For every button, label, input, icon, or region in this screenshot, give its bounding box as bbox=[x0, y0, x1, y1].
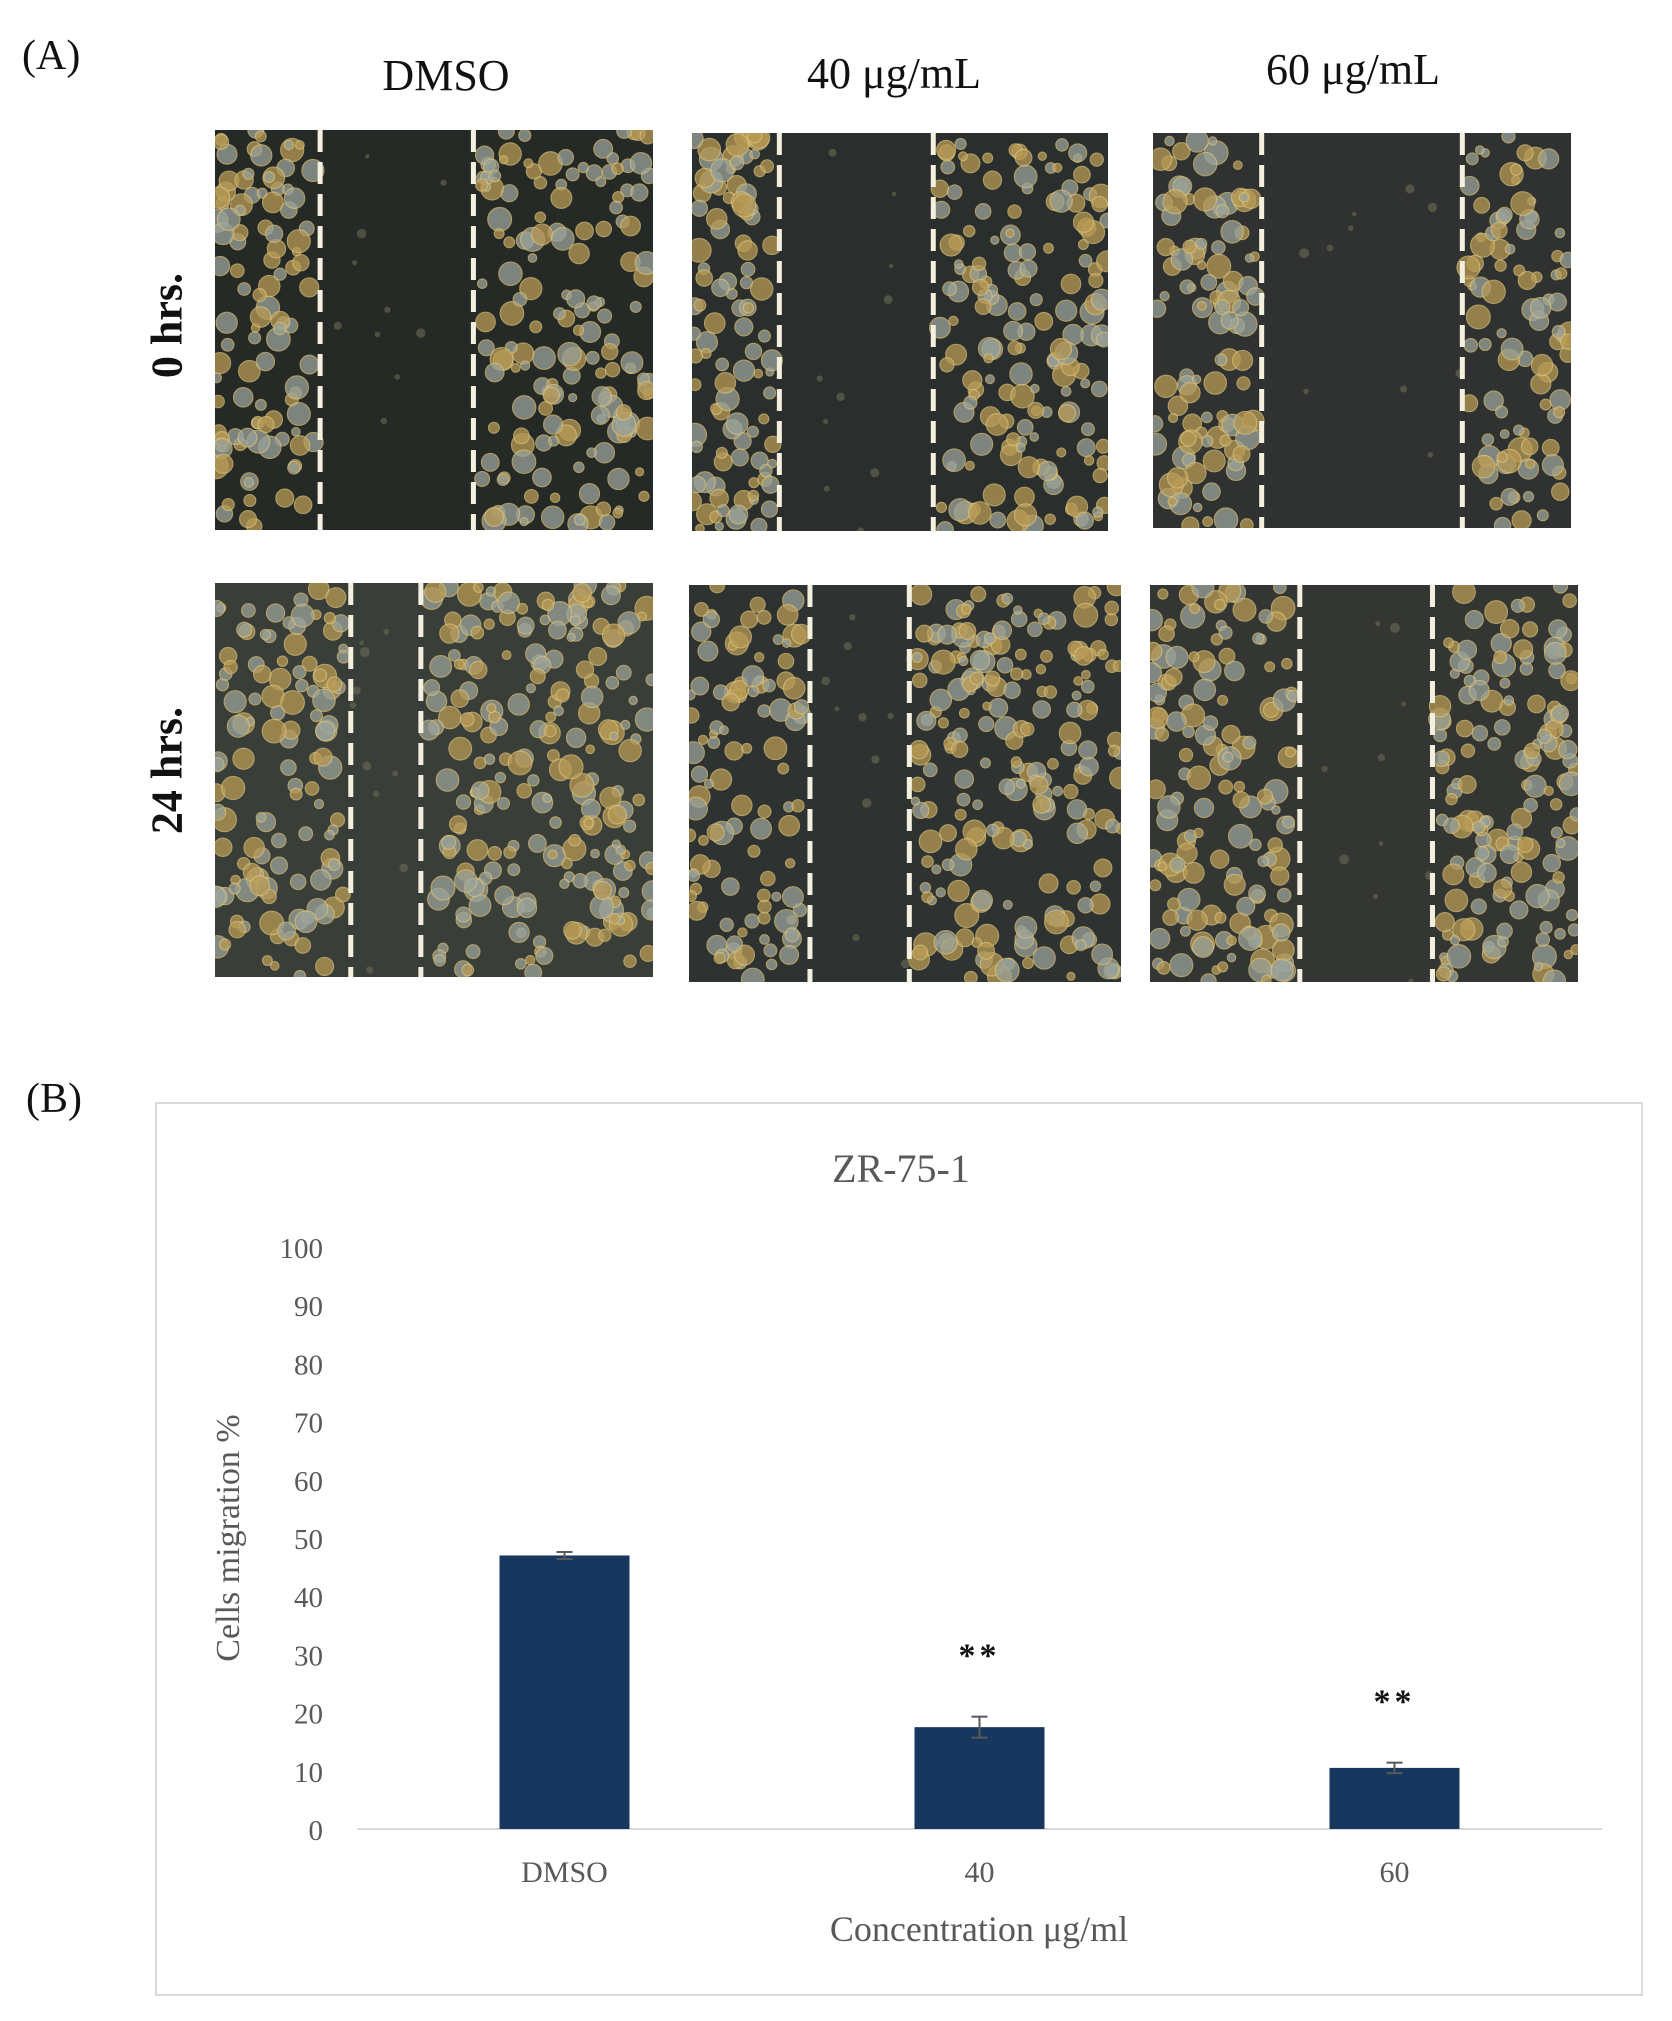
x-tick-label-dmso: DMSO bbox=[521, 1856, 608, 1889]
micrograph-40-0h bbox=[692, 133, 1108, 531]
micrograph-dmso-0h bbox=[215, 130, 653, 530]
bar-chart: ZR-75-1 0 10 20 30 40 50 60 70 80 90 100 Cells migra… bbox=[210, 1146, 1602, 1949]
significance-annotation-40: ** bbox=[959, 1638, 1001, 1675]
y-tick-label: 40 bbox=[294, 1582, 323, 1614]
panel-a-label: (A) bbox=[22, 33, 81, 79]
y-tick-label: 60 bbox=[294, 1466, 323, 1498]
column-header-60: 60 μg/mL bbox=[1266, 45, 1440, 94]
chart-frame: ZR-75-1 0 10 20 30 40 50 60 70 80 90 100 Cells migra… bbox=[155, 1102, 1643, 1996]
x-axis-label: Concentration μg/ml bbox=[830, 1909, 1128, 1949]
y-tick-label: 0 bbox=[309, 1815, 324, 1847]
panel-b-label: (B) bbox=[26, 1076, 82, 1122]
y-tick-label: 30 bbox=[294, 1640, 323, 1672]
row-label-0hrs: 0 hrs. bbox=[142, 272, 192, 379]
bar-60 bbox=[1329, 1767, 1460, 1829]
row-label-24hrs: 24 hrs. bbox=[142, 706, 192, 835]
column-header-dmso: DMSO bbox=[382, 51, 510, 100]
micrograph-60-24h bbox=[1150, 585, 1578, 982]
y-axis-label: Cells migration % bbox=[210, 1414, 247, 1661]
chart-title: ZR-75-1 bbox=[832, 1146, 970, 1191]
y-tick-label: 80 bbox=[294, 1349, 323, 1381]
y-tick-label: 100 bbox=[280, 1233, 324, 1265]
column-header-40: 40 μg/mL bbox=[807, 49, 981, 98]
micrograph-40-24h bbox=[689, 585, 1121, 982]
x-tick-label-60: 60 bbox=[1380, 1856, 1410, 1889]
micrograph-60-0h bbox=[1153, 133, 1571, 528]
y-tick-label: 20 bbox=[294, 1699, 323, 1731]
bar-dmso bbox=[499, 1555, 630, 1829]
y-tick-label: 70 bbox=[294, 1408, 323, 1440]
y-tick-label: 90 bbox=[294, 1291, 323, 1323]
significance-annotation-60: ** bbox=[1374, 1684, 1416, 1721]
x-tick-label-40: 40 bbox=[965, 1856, 995, 1889]
micrograph-dmso-24h bbox=[215, 583, 653, 977]
y-tick-label: 10 bbox=[294, 1757, 323, 1789]
y-tick-label: 50 bbox=[294, 1524, 323, 1556]
bar-40 bbox=[914, 1727, 1045, 1829]
